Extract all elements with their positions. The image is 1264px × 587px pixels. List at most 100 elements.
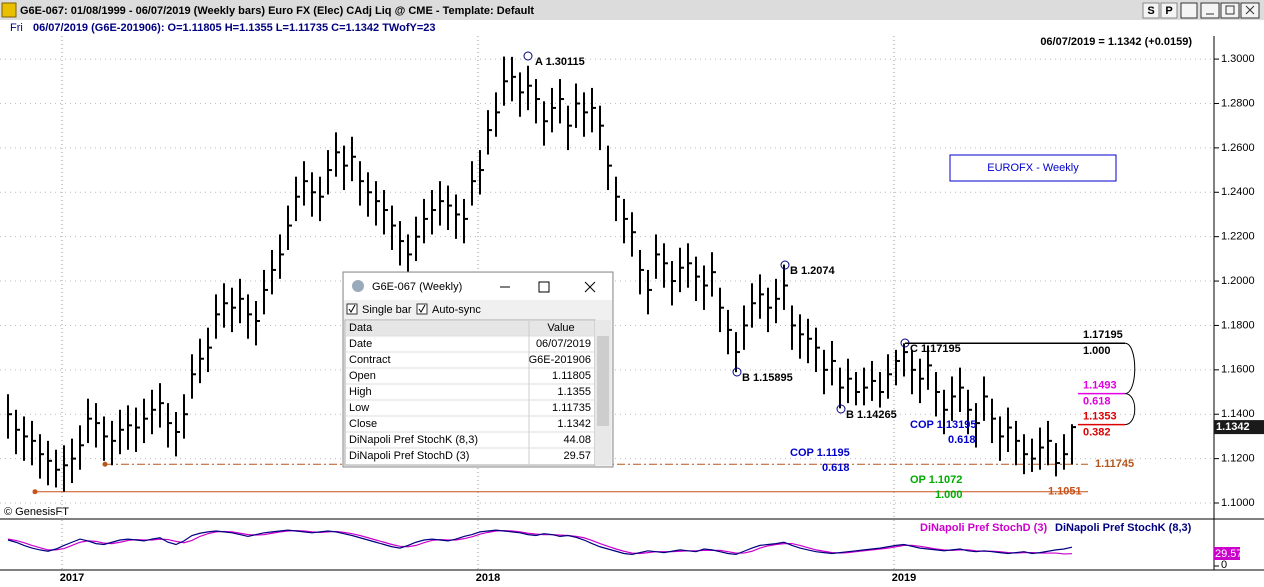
- button[interactable]: [1160, 2, 1178, 19]
- y-tick-label: 0: [1221, 559, 1227, 571]
- row-label: Open: [349, 370, 376, 382]
- pivot-marker: [836, 404, 846, 414]
- title-bar: [0, 0, 1264, 20]
- app-icon: [1, 2, 17, 18]
- fib-price: 1.17195: [1083, 329, 1123, 341]
- stoch-line: [7, 529, 1073, 556]
- pivot-label: B 1.15895: [742, 372, 793, 384]
- watermark: EUROFX - Weekly: [987, 162, 1079, 174]
- projection-label: 0.618: [948, 434, 976, 446]
- column-header: Value: [547, 322, 574, 334]
- y-tick-label: 1.1600: [1221, 364, 1255, 376]
- row-value: 44.08: [563, 434, 591, 446]
- button[interactable]: [1142, 2, 1160, 19]
- y-tick-label: 1.1200: [1221, 453, 1255, 465]
- y-tick-label: 1.2000: [1221, 275, 1255, 287]
- pivot-marker: [523, 51, 533, 61]
- dialog-title: G6E-067 (Weekly): [372, 281, 462, 293]
- minimize-button[interactable]: [1200, 2, 1220, 19]
- data-window: G6E-067 (Weekly) Single bar Auto-sync Da…: [342, 271, 614, 468]
- maximize-button[interactable]: [538, 281, 550, 293]
- row-label: DiNapoli Pref StochD (3): [349, 450, 469, 462]
- row-label: DiNapoli Pref StochK (8,3): [349, 434, 478, 446]
- fib-price: 1.1493: [1083, 379, 1117, 391]
- last-price: 1.1342: [1216, 421, 1250, 433]
- button-label[interactable]: S: [1147, 5, 1154, 17]
- y-tick-label: 1.1800: [1221, 319, 1255, 331]
- row-value: 06/07/2019: [536, 338, 591, 350]
- checkbox[interactable]: [416, 303, 428, 315]
- window-controls: [1180, 2, 1260, 19]
- projection-label: 0.618: [822, 462, 850, 474]
- option-label[interactable]: Auto-sync: [432, 304, 481, 316]
- copyright: © GenesisFT: [4, 506, 69, 518]
- fib-ratio: 1.000: [1083, 345, 1111, 357]
- y-tick-label: 1.1000: [1221, 497, 1255, 509]
- legend-entry: DiNapoli Pref StochK (8,3): [1055, 522, 1192, 534]
- last-value: 29.57: [1215, 548, 1243, 560]
- icon: [1225, 5, 1235, 15]
- close-button[interactable]: [584, 281, 596, 293]
- level-label: 1.11745: [1095, 458, 1134, 470]
- fib-ratio: 0.382: [1083, 427, 1111, 439]
- fib-ratio: 0.618: [1083, 395, 1111, 407]
- row-value: G6E-201906: [529, 354, 591, 366]
- x-tick-label: 2018: [476, 572, 500, 584]
- window-title: G6E-067: 01/08/1999 - 06/07/2019 (Weekly…: [20, 5, 534, 17]
- pivot-label: B 1.14265: [846, 409, 897, 421]
- checkbox[interactable]: [346, 303, 358, 315]
- fib-bracket: [1124, 342, 1136, 395]
- pivot-label: B 1.2074: [790, 265, 836, 277]
- projection-label: COP 1.13195: [910, 419, 976, 431]
- level-dot: [32, 489, 38, 495]
- column-header: Data: [349, 322, 373, 334]
- bar-info: 06/07/2019 (G6E-201906): O=1.11805 H=1.1…: [33, 22, 436, 34]
- row-label: Contract: [349, 354, 391, 366]
- maximize-button[interactable]: [1220, 2, 1240, 19]
- projection-label: 1.000: [935, 489, 963, 501]
- option-label[interactable]: Single bar: [362, 304, 412, 316]
- button-label[interactable]: P: [1165, 5, 1172, 17]
- fib-bracket: [1124, 393, 1136, 426]
- level-label: 1.1051: [1048, 486, 1082, 498]
- fib-price: 1.1353: [1083, 411, 1117, 423]
- menu-button[interactable]: [1180, 2, 1198, 19]
- row-value: 1.1355: [557, 386, 591, 398]
- x-tick-label: 2017: [60, 572, 84, 584]
- dialog-title-bar: [344, 273, 612, 300]
- day-label: Fri: [10, 22, 23, 34]
- y-tick-label: 1.1400: [1221, 408, 1255, 420]
- y-tick-label: 1.2800: [1221, 97, 1255, 109]
- row-label: Low: [349, 402, 369, 414]
- pivot-marker: [780, 260, 790, 270]
- pivot-label: C 1.17195: [910, 343, 961, 355]
- last-price-box: [1214, 420, 1264, 435]
- y-tick-label: 1.2600: [1221, 142, 1255, 154]
- y-tick-label: 1.2400: [1221, 186, 1255, 198]
- level-dot: [102, 461, 108, 467]
- x-tick-label: 2019: [892, 572, 916, 584]
- table-header: [346, 321, 594, 336]
- row-label: Date: [349, 338, 372, 350]
- watermark-box: [949, 154, 1117, 182]
- row-value: 1.11735: [552, 402, 591, 414]
- projection-label: OP 1.1072: [910, 474, 962, 486]
- projection-label: COP 1.1195: [790, 447, 850, 459]
- legend-entry: DiNapoli Pref StochD (3): [920, 522, 1047, 534]
- row-value: 29.57: [563, 450, 591, 462]
- last-change: 06/07/2019 = 1.1342 (+0.0159): [1040, 36, 1192, 48]
- plot: 1.1000 1.1200 1.1400 1.1600 1.1800 1.2000 1.22…: [0, 36, 1264, 584]
- check-mark: [348, 304, 356, 313]
- icon: [1245, 5, 1255, 15]
- scroll-thumb[interactable]: [597, 336, 609, 426]
- check-mark: [418, 304, 426, 313]
- dialog-icon: [352, 280, 364, 292]
- row-value: 1.1342: [557, 418, 591, 430]
- last-value-box: [1214, 547, 1240, 560]
- row-label: High: [349, 386, 372, 398]
- data-table: [344, 319, 596, 466]
- pivot-label: A 1.30115: [535, 56, 585, 68]
